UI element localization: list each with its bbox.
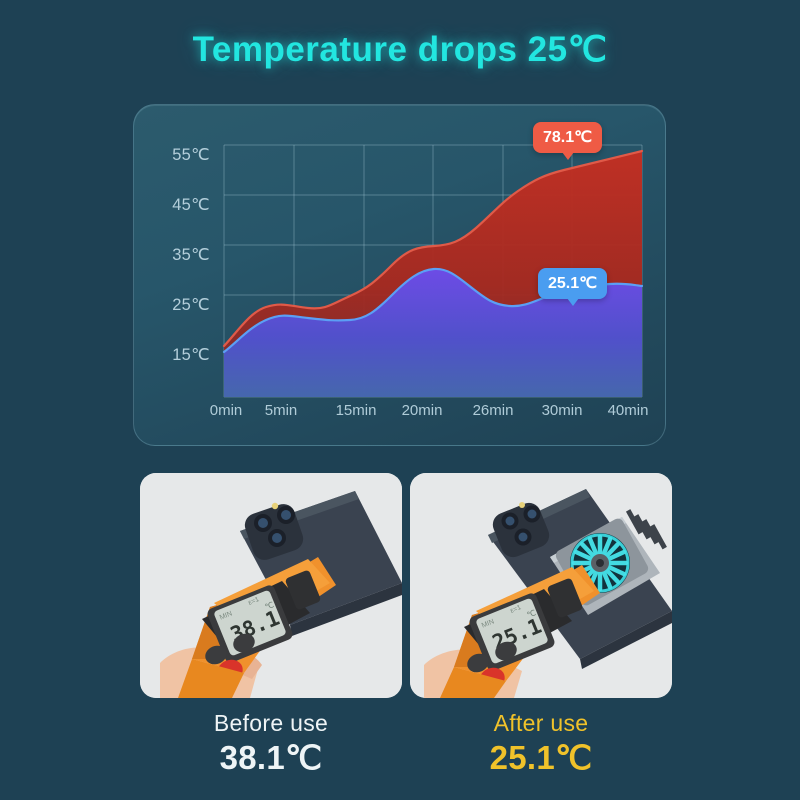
cool-temperature-badge: 25.1℃ xyxy=(538,268,608,306)
x-tick-label-6: 40min xyxy=(607,402,649,419)
hot-temperature-badge-label: 78.1℃ xyxy=(543,129,593,146)
after-photo-card: 25.1 ℃ MIN ε=1 xyxy=(410,473,672,698)
x-tick-label-4: 26min xyxy=(472,402,514,419)
x-tick-label-5: 30min xyxy=(541,402,583,419)
x-tick-label-2: 15min xyxy=(335,402,377,419)
chart-plot-area xyxy=(222,144,644,398)
fan-blades xyxy=(570,533,630,593)
chart-inner: 55℃ 45℃ 35℃ 25℃ 15℃ xyxy=(134,105,665,445)
before-caption: Before use 38.1℃ xyxy=(140,708,402,778)
y-tick-label-3: 25℃ xyxy=(172,296,210,314)
page-title-container: Temperature drops 25℃ xyxy=(0,30,800,70)
caption-row: Before use 38.1℃ After use 25.1℃ xyxy=(0,708,800,788)
series-line-hot xyxy=(222,149,644,348)
before-caption-label: Before use xyxy=(213,710,329,736)
y-tick-label-4: 15℃ xyxy=(172,346,210,364)
x-tick-label-3: 20min xyxy=(401,402,443,419)
x-tick-label-1: 5min xyxy=(264,402,298,419)
before-photo-card: 38.1 ℃ MIN ε=1 xyxy=(140,473,402,698)
svg-text:ε=1: ε=1 xyxy=(509,604,522,615)
after-caption: After use 25.1℃ xyxy=(410,708,672,778)
svg-text:MIN: MIN xyxy=(481,618,496,629)
y-tick-label-1: 45℃ xyxy=(172,196,210,214)
svg-text:ε=1: ε=1 xyxy=(247,596,260,607)
after-photo-image: 25.1 ℃ MIN ε=1 xyxy=(410,473,672,698)
heatsink-fins xyxy=(625,509,667,550)
svg-text:MIN: MIN xyxy=(219,610,234,621)
x-tick-label-0: 0min xyxy=(209,402,243,419)
before-caption-value: 38.1℃ xyxy=(219,739,323,776)
y-tick-label-0: 55℃ xyxy=(172,146,210,164)
page-title: Temperature drops 25℃ xyxy=(192,30,608,69)
chart-svg xyxy=(222,144,644,398)
svg-text:℃: ℃ xyxy=(264,600,276,612)
after-caption-label: After use xyxy=(493,710,589,736)
before-photo-image: 38.1 ℃ MIN ε=1 xyxy=(140,473,402,698)
x-axis-labels: 0min 5min 15min 20min 26min 30min 40min xyxy=(134,402,665,428)
temperature-chart-panel: 55℃ 45℃ 35℃ 25℃ 15℃ xyxy=(133,104,666,446)
svg-text:℃: ℃ xyxy=(526,608,538,620)
after-caption-value: 25.1℃ xyxy=(489,739,593,776)
infrared-thermometer-illustration: 25.1 ℃ MIN ε=1 xyxy=(440,565,600,698)
infrared-thermometer-illustration: 38.1 ℃ MIN ε=1 xyxy=(178,557,336,698)
y-axis-labels: 55℃ 45℃ 35℃ 25℃ 15℃ xyxy=(152,105,210,445)
cool-temperature-badge-label: 25.1℃ xyxy=(548,275,598,292)
y-tick-label-2: 35℃ xyxy=(172,246,210,264)
hot-temperature-badge: 78.1℃ xyxy=(533,122,603,160)
photo-comparison-row: 38.1 ℃ MIN ε=1 xyxy=(0,473,800,698)
